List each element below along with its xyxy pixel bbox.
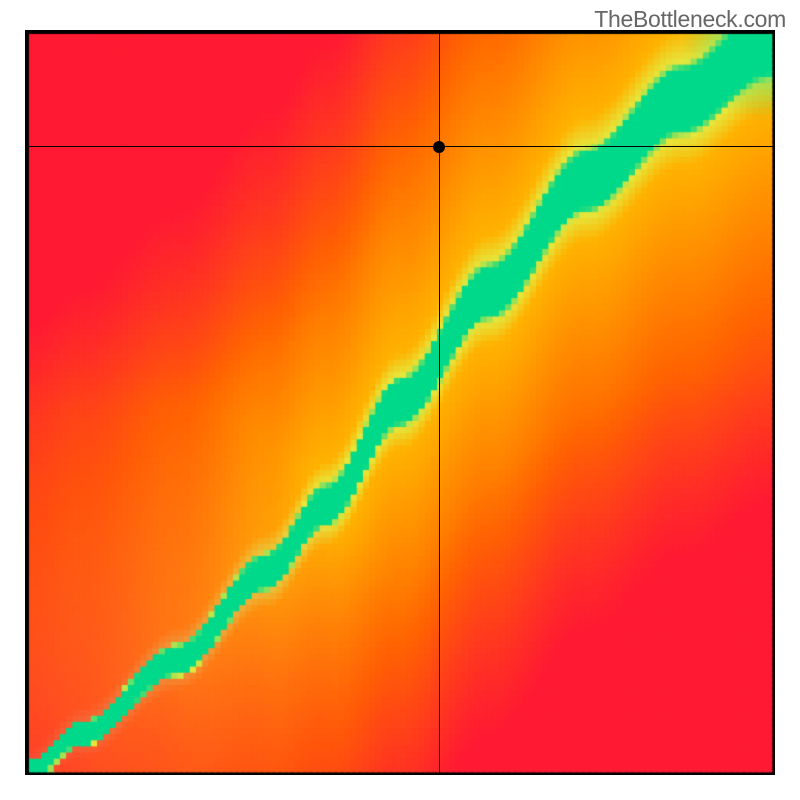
watermark-text: TheBottleneck.com <box>594 6 786 33</box>
crosshair-horizontal <box>25 146 775 147</box>
plot-area <box>25 30 775 775</box>
crosshair-marker <box>433 141 445 153</box>
chart-container: TheBottleneck.com <box>0 0 800 800</box>
heatmap-canvas <box>25 30 775 775</box>
